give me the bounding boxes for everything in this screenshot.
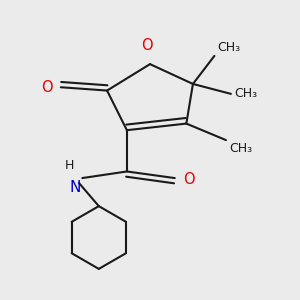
Text: CH₃: CH₃ — [218, 41, 241, 54]
Text: O: O — [183, 172, 195, 187]
Text: H: H — [65, 159, 74, 172]
Text: N: N — [69, 180, 81, 195]
Text: O: O — [41, 80, 52, 95]
Text: CH₃: CH₃ — [234, 87, 257, 101]
Text: O: O — [141, 38, 152, 52]
Text: CH₃: CH₃ — [229, 142, 252, 155]
